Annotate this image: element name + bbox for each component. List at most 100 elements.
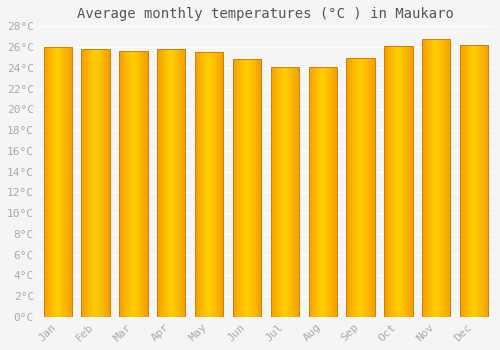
Bar xyxy=(346,58,375,317)
Bar xyxy=(86,49,88,317)
Bar xyxy=(198,52,200,317)
Bar xyxy=(65,47,66,317)
Bar xyxy=(365,58,366,317)
Bar xyxy=(400,46,401,317)
Bar xyxy=(172,49,174,317)
Bar xyxy=(463,45,464,317)
Bar xyxy=(96,49,97,317)
Bar xyxy=(256,60,258,317)
Bar xyxy=(349,58,350,317)
Bar xyxy=(372,58,373,317)
Bar xyxy=(90,49,91,317)
Bar xyxy=(332,67,333,317)
Bar xyxy=(292,67,294,317)
Bar xyxy=(199,52,200,317)
Bar xyxy=(222,52,223,317)
Bar xyxy=(252,60,253,317)
Bar xyxy=(352,58,353,317)
Bar xyxy=(397,46,398,317)
Bar xyxy=(178,49,179,317)
Bar xyxy=(322,67,323,317)
Bar xyxy=(66,47,68,317)
Bar xyxy=(364,58,365,317)
Bar xyxy=(212,52,213,317)
Bar xyxy=(396,46,397,317)
Bar xyxy=(360,58,361,317)
Bar xyxy=(146,51,147,317)
Bar xyxy=(423,39,424,317)
Bar xyxy=(468,45,469,317)
Bar xyxy=(147,51,148,317)
Bar xyxy=(331,67,332,317)
Bar xyxy=(160,49,161,317)
Bar xyxy=(234,60,236,317)
Bar xyxy=(100,49,101,317)
Bar xyxy=(211,52,212,317)
Bar xyxy=(403,46,404,317)
Bar xyxy=(466,45,468,317)
Bar xyxy=(430,39,432,317)
Bar xyxy=(62,47,64,317)
Bar xyxy=(406,46,408,317)
Bar xyxy=(220,52,221,317)
Bar xyxy=(44,47,45,317)
Bar xyxy=(126,51,127,317)
Bar xyxy=(66,47,67,317)
Bar xyxy=(317,67,318,317)
Bar xyxy=(358,58,359,317)
Bar xyxy=(244,60,245,317)
Bar xyxy=(276,67,277,317)
Bar xyxy=(56,47,57,317)
Bar xyxy=(254,60,255,317)
Bar xyxy=(165,49,166,317)
Bar xyxy=(292,67,293,317)
Bar xyxy=(316,67,318,317)
Bar xyxy=(297,67,298,317)
Bar xyxy=(466,45,467,317)
Bar xyxy=(175,49,176,317)
Bar xyxy=(270,67,299,317)
Bar xyxy=(87,49,88,317)
Bar xyxy=(166,49,168,317)
Bar xyxy=(481,45,482,317)
Bar xyxy=(477,45,478,317)
Bar xyxy=(233,60,234,317)
Bar xyxy=(97,49,98,317)
Bar xyxy=(223,52,224,317)
Bar xyxy=(434,39,435,317)
Bar xyxy=(474,45,475,317)
Bar xyxy=(287,67,288,317)
Bar xyxy=(472,45,473,317)
Bar xyxy=(332,67,334,317)
Bar xyxy=(283,67,284,317)
Bar xyxy=(222,52,223,317)
Bar xyxy=(195,52,224,317)
Bar xyxy=(137,51,138,317)
Bar xyxy=(243,60,244,317)
Bar xyxy=(482,45,484,317)
Bar xyxy=(47,47,48,317)
Bar xyxy=(351,58,352,317)
Bar xyxy=(216,52,217,317)
Bar xyxy=(309,67,310,317)
Bar xyxy=(134,51,135,317)
Bar xyxy=(130,51,132,317)
Bar xyxy=(167,49,168,317)
Bar xyxy=(464,45,466,317)
Bar xyxy=(368,58,369,317)
Bar xyxy=(196,52,197,317)
Bar xyxy=(146,51,148,317)
Bar xyxy=(250,60,251,317)
Bar xyxy=(442,39,443,317)
Bar xyxy=(357,58,358,317)
Bar xyxy=(284,67,285,317)
Bar xyxy=(468,45,469,317)
Bar xyxy=(204,52,206,317)
Bar xyxy=(373,58,374,317)
Bar xyxy=(348,58,349,317)
Bar xyxy=(70,47,71,317)
Bar xyxy=(385,46,386,317)
Bar xyxy=(102,49,103,317)
Bar xyxy=(434,39,435,317)
Bar xyxy=(484,45,485,317)
